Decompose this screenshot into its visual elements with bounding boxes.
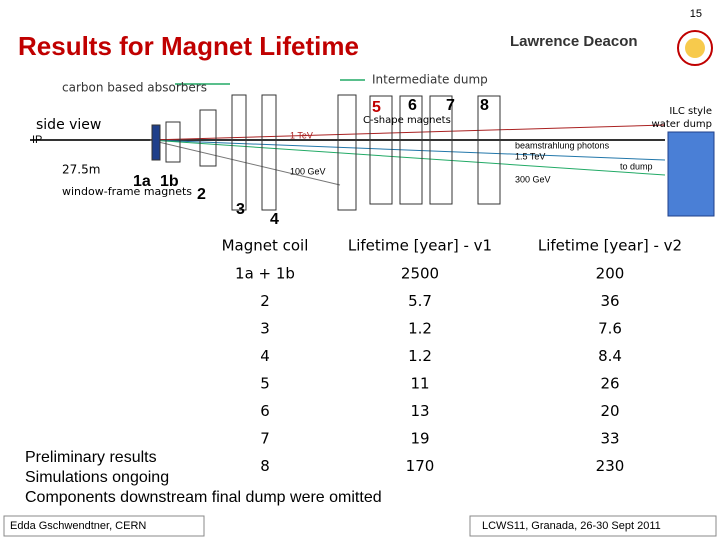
logo: [677, 30, 713, 66]
footer-box: [3, 515, 205, 537]
note: Components downstream final dump were om…: [25, 489, 382, 506]
beam-label: to dump: [620, 161, 653, 171]
magnet-label: 4: [270, 211, 279, 228]
table-cell: 8.4: [598, 347, 622, 365]
title: Results for Magnet Lifetime: [18, 31, 359, 61]
note: Preliminary results: [25, 449, 157, 466]
magnet-label: 1b: [160, 173, 179, 190]
table-header: Magnet coil: [222, 237, 309, 255]
label: C-shape magnets: [363, 115, 451, 126]
note: Simulations ongoing: [25, 469, 169, 486]
table-cell: 5: [260, 375, 270, 393]
label: Intermediate dump: [372, 73, 488, 87]
footer-box: [469, 515, 717, 537]
magnet-label: 7: [446, 97, 455, 114]
table-header: Lifetime [year] - v1: [348, 237, 492, 255]
magnet-label: 2: [197, 186, 206, 203]
table-cell: 8: [260, 457, 270, 475]
table-cell: 5.7: [408, 292, 432, 310]
page-number: 15: [690, 8, 702, 20]
table-cell: 13: [410, 402, 429, 420]
label: carbon based absorbers: [62, 81, 207, 95]
table-cell: 4: [260, 347, 270, 365]
beam-label: 100 GeV: [290, 166, 326, 176]
label: IP: [32, 134, 42, 146]
table-cell: 1.2: [408, 320, 432, 338]
beam-label: beamstrahlung photons: [515, 140, 610, 150]
label: ILC style: [669, 106, 712, 117]
table-cell: 1.2: [408, 347, 432, 365]
table-cell: 36: [600, 292, 619, 310]
magnet-label: 3: [236, 201, 245, 218]
label: 27.5m: [62, 163, 100, 177]
table-cell: 33: [600, 430, 619, 448]
table-cell: 7.6: [598, 320, 622, 338]
diagram: [30, 79, 715, 217]
beam-label: 1.5 TeV: [515, 151, 545, 161]
label: window-frame magnets: [62, 185, 192, 198]
author: Lawrence Deacon: [510, 33, 638, 50]
magnet-label: 1a: [133, 173, 151, 190]
footer: Edda Gschwendtner, CERN: [10, 520, 146, 532]
label: side view: [36, 117, 101, 133]
footer: LCWS11, Granada, 26-30 Sept 2011: [482, 520, 661, 532]
label: water dump: [652, 119, 712, 130]
table-cell: 2500: [401, 265, 439, 283]
table-cell: 6: [260, 402, 270, 420]
beam-label: 300 GeV: [515, 174, 551, 184]
magnet-label: 8: [480, 97, 489, 114]
table-cell: 3: [260, 320, 270, 338]
table-cell: 1a + 1b: [235, 265, 295, 283]
table-header: Lifetime [year] - v2: [538, 237, 682, 255]
magnet-label: 6: [408, 97, 417, 114]
table-cell: 19: [410, 430, 429, 448]
table-cell: 200: [596, 265, 625, 283]
table-cell: 20: [600, 402, 619, 420]
table-cell: 26: [600, 375, 619, 393]
magnet-label: 5: [372, 99, 381, 116]
table-cell: 11: [410, 375, 429, 393]
table-cell: 2: [260, 292, 270, 310]
table-cell: 7: [260, 430, 270, 448]
table-cell: 230: [596, 457, 625, 475]
beam-label: 1 TeV: [290, 130, 313, 140]
table-cell: 170: [406, 457, 435, 475]
